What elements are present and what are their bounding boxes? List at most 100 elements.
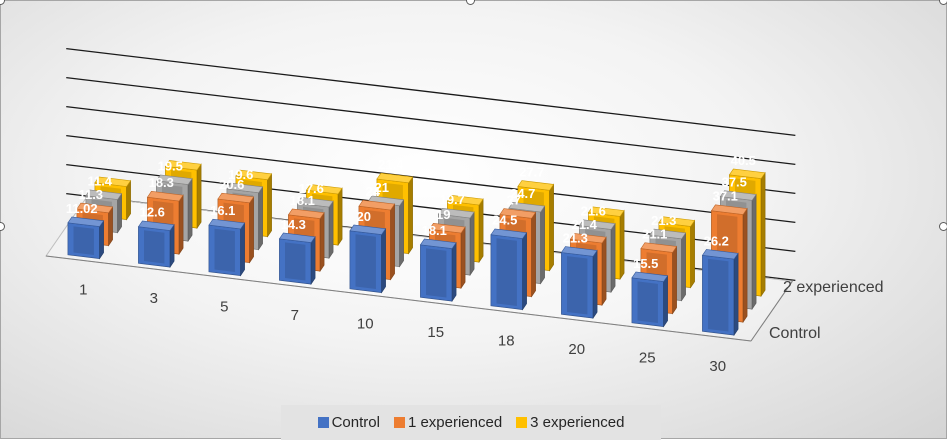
bar-top-face (278, 232, 316, 243)
bar-control-1 (67, 216, 105, 260)
bar-bevel (637, 281, 658, 323)
category-axis-line (45, 255, 752, 342)
bar-top-face (499, 208, 537, 219)
bar-top-face (226, 182, 264, 194)
category-tick-label: 30 (709, 358, 726, 375)
gridline (66, 135, 796, 223)
data-label: 37.1 (713, 189, 738, 204)
bars (67, 160, 766, 337)
bar-top-face (728, 168, 766, 179)
bar-side-face (451, 241, 457, 303)
bar-control-5 (208, 218, 246, 277)
bar-side-face (117, 192, 122, 234)
series-axis-label: Control (769, 325, 821, 342)
bar-side-face (178, 194, 184, 256)
data-label: 17.6 (299, 181, 324, 196)
chart-plot: 21.4 27.7 40.5 11.4 19.5 19.6 17.6 21 19.7 24.7 21… (45, 48, 884, 375)
bar-side-face (681, 232, 686, 302)
bar-top-face (85, 189, 123, 200)
bar-side-face (399, 198, 404, 268)
data-label: 19.7 (440, 192, 465, 207)
bar-side-face (592, 249, 598, 320)
bar-top-face (94, 176, 132, 187)
legend[interactable]: Control 1 experienced 3 experienced (281, 405, 661, 440)
data-label: 24.5 (492, 213, 517, 228)
bar-side-face (460, 226, 466, 290)
bar-side-face (169, 223, 175, 269)
bar-bevel (355, 234, 376, 289)
bar-control-25 (631, 271, 669, 328)
bar-top-face (419, 238, 457, 249)
bar-side-face (126, 179, 131, 221)
bar-bevel (708, 258, 729, 332)
data-label: 15.5 (633, 256, 658, 271)
data-label: 11.4 (87, 174, 112, 189)
legend-swatch (516, 417, 528, 428)
bar-side-face (310, 235, 316, 286)
bar-side-face (742, 207, 748, 324)
bar-top-face (446, 194, 484, 206)
bar-side-face (610, 222, 616, 294)
bar-control-10 (349, 224, 387, 294)
bar-top-face (376, 172, 414, 184)
bar-top-face (208, 218, 246, 230)
resize-handle-top-left[interactable] (0, 0, 5, 5)
resize-handle-top-right[interactable] (939, 0, 947, 5)
category-tick-label: 15 (427, 324, 444, 341)
bar-bevel (426, 248, 447, 298)
data-label: 11.3 (78, 187, 103, 202)
category-tick-label: 5 (220, 298, 228, 315)
bar-side-face (381, 227, 386, 294)
category-tick-label: 18 (498, 332, 515, 349)
data-label: 19.6 (228, 167, 253, 182)
bar-control-7 (278, 232, 316, 286)
bar-side-face (672, 245, 677, 315)
data-label: 18.1 (422, 223, 447, 238)
data-label: 21.6 (581, 204, 606, 219)
data-label: 21.3 (563, 230, 588, 245)
bar-side-face (187, 177, 193, 243)
bar-top-face (508, 201, 546, 213)
data-label: 14.3 (281, 217, 306, 232)
data-label: 40.5 (731, 153, 756, 168)
data-label: 27 (507, 192, 521, 207)
bar-side-face (690, 219, 695, 289)
series-axis-line (750, 280, 793, 342)
bar-control-20 (560, 246, 598, 320)
bar-top-face (164, 160, 202, 171)
series-axis-label: 2 experienced (783, 279, 884, 296)
data-label: 24.7 (510, 186, 535, 201)
bar-side-face (390, 203, 395, 281)
resize-handle-middle-right[interactable] (939, 222, 947, 231)
bar-side-face (249, 196, 254, 264)
bar-top-face (428, 222, 466, 234)
data-label: 21.4 (378, 157, 404, 172)
data-label: 37.5 (722, 175, 747, 190)
data-label: 11.02 (66, 201, 98, 216)
category-tick-label: 20 (568, 341, 585, 358)
bar-bevel (73, 226, 94, 255)
value-labels: 21.4 27.7 40.5 11.4 19.5 19.6 17.6 21 19.7 24.7 21… (66, 153, 756, 271)
resize-handle-middle-left[interactable] (0, 222, 5, 231)
bar-top-face (517, 180, 555, 191)
data-label: 20 (357, 209, 371, 224)
legend-item[interactable]: Control (317, 414, 380, 431)
category-tick-label: 25 (639, 349, 656, 366)
gridline (66, 77, 796, 165)
legend-item[interactable]: 3 experienced (516, 414, 624, 431)
category-tick-label: 7 (291, 307, 299, 324)
bar-side-face (108, 206, 113, 247)
bar-top-face (358, 199, 396, 211)
data-label: 21.4 (572, 217, 598, 232)
category-tick-label: 3 (150, 290, 158, 307)
legend-item[interactable]: 1 experienced (393, 414, 502, 431)
data-label: 20.6 (219, 177, 244, 192)
bar-top-face (67, 216, 105, 227)
bar-bevel (144, 230, 165, 264)
data-label: 21.3 (651, 213, 676, 228)
resize-handle-top-center[interactable] (466, 0, 475, 5)
bar-top-face (349, 224, 387, 235)
bar-top-face (560, 246, 598, 257)
data-label: 12.6 (140, 205, 165, 220)
